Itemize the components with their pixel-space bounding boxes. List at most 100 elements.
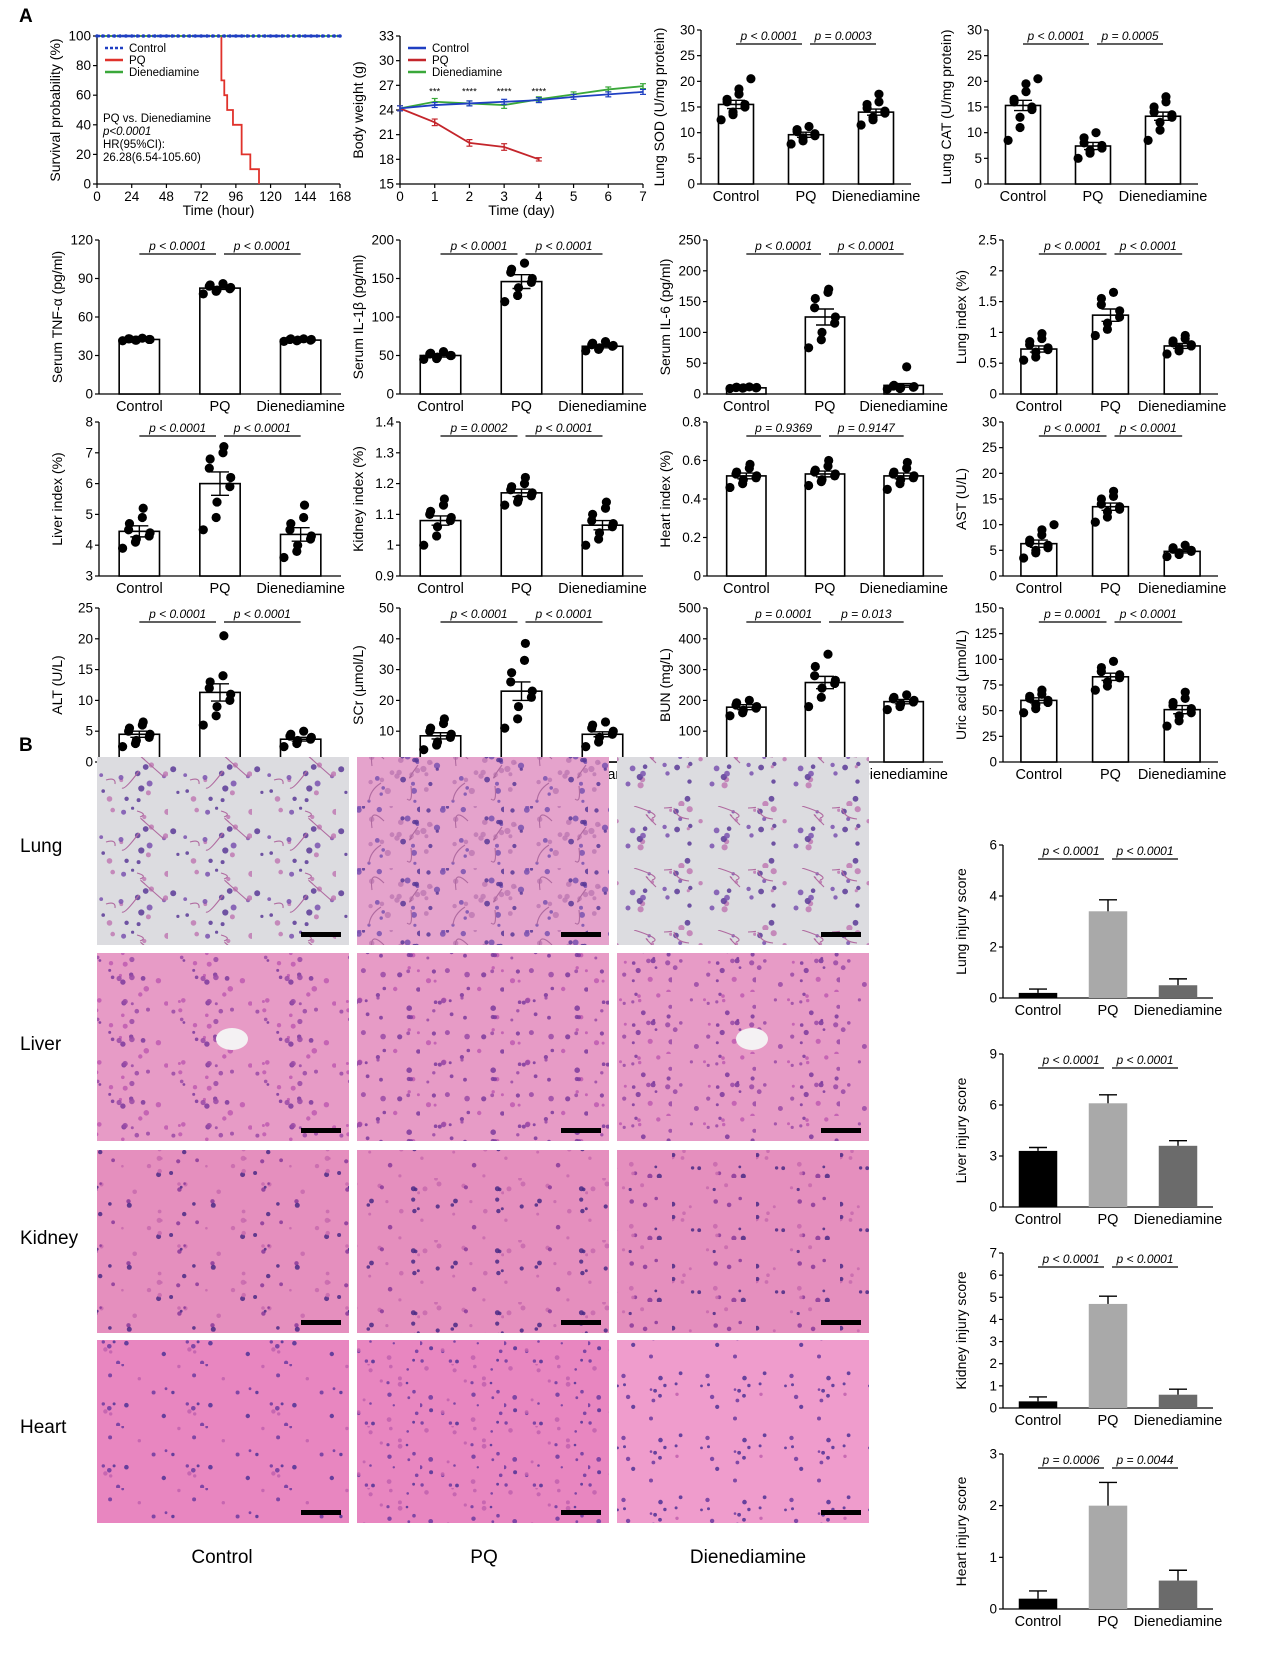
y-tick-label: 5 — [85, 507, 93, 522]
y-tick-label: 2 — [989, 1356, 997, 1371]
data-point — [1115, 306, 1125, 316]
y-tick-label: 20 — [967, 74, 982, 89]
data-point — [1043, 343, 1053, 353]
chart-liver-injury: 0 3 6 9 Liver injury score Control PQ Dienediam… — [953, 1047, 1222, 1229]
x-tick-label: Control — [1015, 399, 1062, 415]
x-tick-label: Dienediamine — [1138, 399, 1227, 415]
data-point — [293, 540, 303, 550]
series-marker — [257, 34, 261, 38]
series-marker — [205, 34, 209, 38]
y-axis-label: Serum IL-6 (pg/ml) — [657, 259, 673, 376]
series-marker — [187, 34, 192, 38]
data-point — [293, 735, 303, 746]
y-axis-label: Serum IL-1β (pg/ml) — [350, 255, 366, 380]
y-tick-label: 30 — [78, 348, 93, 363]
y-axis-label: Heart index (%) — [657, 450, 673, 547]
series-marker — [338, 34, 342, 38]
bar-pq — [1088, 911, 1128, 998]
data-point — [507, 668, 517, 678]
y-tick-label: 15 — [379, 177, 394, 192]
y-tick-label: 200 — [678, 693, 701, 708]
y-tick-label: 6 — [85, 476, 93, 491]
y-tick-label: 9 — [989, 1047, 997, 1062]
series-marker — [193, 34, 198, 38]
x-tick-label: Dienediamine — [1134, 1413, 1223, 1429]
data-point — [810, 465, 820, 475]
y-tick-label: 5 — [687, 151, 695, 166]
data-point — [882, 484, 892, 494]
series-line-pq — [97, 35, 260, 184]
chart-ast: 0 5 10 15 20 25 30 AST (U/L) Control PQ Dienediami… — [953, 415, 1227, 598]
p-value-label: p = 0.0044 — [1115, 1453, 1173, 1467]
data-point — [1021, 87, 1031, 97]
scale-bar — [821, 932, 861, 937]
y-axis-label: Survival probability (%) — [47, 38, 63, 181]
series-marker — [291, 34, 296, 38]
data-point — [824, 455, 834, 466]
y-tick-label: 40 — [76, 117, 91, 132]
series-marker — [286, 34, 290, 38]
data-point — [738, 705, 748, 715]
data-point — [1019, 708, 1029, 718]
data-point — [1079, 133, 1089, 143]
y-tick-label: 2 — [989, 1498, 997, 1513]
data-point — [426, 506, 436, 516]
data-point — [902, 362, 912, 372]
panel-label-b: B — [19, 735, 33, 756]
data-point — [804, 121, 814, 132]
data-point — [279, 552, 289, 563]
y-tick-label: 2 — [989, 940, 997, 955]
y-tick-label: 60 — [78, 310, 93, 325]
y-tick-label: 6 — [989, 1098, 997, 1113]
series-marker — [164, 34, 169, 38]
data-point — [1161, 92, 1171, 102]
y-tick-label: 4 — [989, 889, 997, 904]
series-line-pq — [399, 107, 540, 161]
y-tick-label: 30 — [967, 23, 982, 38]
data-point — [204, 463, 214, 473]
series-marker — [106, 34, 111, 38]
chart-heart-injury: 0 1 2 3 Heart injury score Control PQ Dienediam… — [953, 1447, 1222, 1631]
y-tick-label: 2.5 — [978, 233, 997, 248]
data-point — [438, 347, 449, 357]
bar-dienediamine — [279, 339, 322, 395]
x-tick-label: Control — [1015, 1614, 1062, 1630]
histology-image — [617, 1150, 869, 1333]
data-point — [909, 471, 919, 481]
y-tick-label: 5 — [974, 151, 982, 166]
y-tick-label: 0.9 — [375, 569, 394, 584]
data-point — [1143, 135, 1153, 145]
column-label-pq: PQ — [470, 1547, 497, 1568]
data-point — [118, 742, 128, 752]
data-point — [744, 695, 754, 706]
x-tick-label: 6 — [605, 189, 613, 204]
scale-bar — [301, 1320, 341, 1325]
series-marker — [147, 34, 151, 38]
data-point — [1043, 540, 1053, 550]
data-point — [1096, 494, 1107, 504]
histology-tile — [617, 757, 869, 945]
y-tick-label: 20 — [982, 466, 997, 481]
p-value-label: p = 0.0001 — [754, 607, 812, 621]
x-tick-label: 7 — [639, 189, 647, 204]
data-point — [513, 283, 524, 293]
data-point — [752, 382, 762, 393]
y-tick-label: 6 — [989, 1268, 997, 1283]
y-tick-label: 50 — [379, 601, 394, 616]
series-marker — [181, 34, 186, 38]
data-point — [740, 99, 750, 110]
p-value-label: p < 0.0001 — [449, 239, 507, 253]
y-tick-label: 50 — [379, 348, 394, 363]
data-point — [513, 701, 524, 712]
data-point — [1155, 117, 1165, 127]
x-tick-label: PQ — [1100, 767, 1121, 783]
x-tick-label: PQ — [511, 399, 532, 415]
x-tick-label: 168 — [329, 189, 352, 204]
data-point — [419, 354, 429, 364]
data-point — [1180, 330, 1190, 341]
legend-label: Control — [129, 43, 166, 55]
data-point — [1167, 110, 1177, 120]
y-tick-label: 30 — [680, 23, 695, 38]
data-point — [527, 488, 537, 498]
y-tick-label: 0 — [989, 991, 997, 1006]
